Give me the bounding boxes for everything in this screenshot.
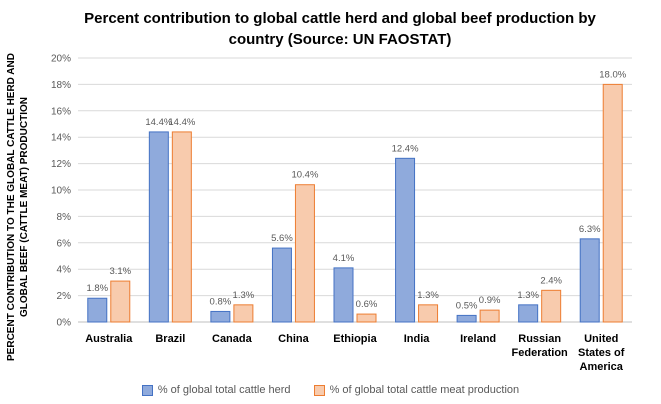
bar-meat xyxy=(356,313,377,323)
x-tick-label: Federation xyxy=(512,347,569,359)
bar-herd xyxy=(87,297,108,323)
x-tick-label: Canada xyxy=(212,333,253,345)
data-label: 0.5% xyxy=(456,300,478,311)
x-tick-label: Ethiopia xyxy=(333,333,377,345)
y-tick-label: 2% xyxy=(57,291,72,302)
x-tick-label: America xyxy=(580,361,624,373)
x-tick-label: Russian xyxy=(518,333,561,345)
x-tick-label: United xyxy=(584,333,618,345)
bar-herd xyxy=(518,304,539,323)
bar-herd xyxy=(210,310,231,323)
bar-meat xyxy=(171,131,192,323)
data-label: 3.1% xyxy=(109,266,131,277)
y-tick-label: 18% xyxy=(51,80,71,91)
legend-label-herd: % of global total cattle herd xyxy=(157,384,291,396)
x-tick-label: India xyxy=(404,333,431,345)
data-label: 1.8% xyxy=(86,283,108,294)
data-label: 0.9% xyxy=(479,295,501,306)
data-label: 6.3% xyxy=(579,224,601,235)
bar-herd xyxy=(579,238,600,323)
data-label: 14.4% xyxy=(168,117,195,128)
legend-item-meat: % of global total cattle meat production xyxy=(313,384,520,396)
y-tick-label: 4% xyxy=(57,265,72,276)
y-tick-label: 20% xyxy=(51,54,71,65)
bar-meat xyxy=(541,289,562,323)
y-tick-label: 12% xyxy=(51,159,71,170)
bar-meat xyxy=(294,184,315,323)
bar-herd xyxy=(148,131,169,323)
data-label: 5.6% xyxy=(271,233,293,244)
y-tick-label: 8% xyxy=(57,212,72,223)
data-label: 2.4% xyxy=(540,275,562,286)
bar-meat xyxy=(110,280,131,323)
bar-meat xyxy=(418,304,439,323)
y-tick-label: 10% xyxy=(51,186,71,197)
data-label: 14.4% xyxy=(145,117,172,128)
x-tick-label: Australia xyxy=(85,333,133,345)
x-tick-label: States of xyxy=(578,347,625,359)
y-tick-label: 6% xyxy=(57,238,72,249)
x-tick-label: China xyxy=(278,333,309,345)
legend: % of global total cattle herd % of globa… xyxy=(0,384,661,399)
data-label: 0.6% xyxy=(356,299,378,310)
data-label: 0.8% xyxy=(210,296,232,307)
legend-item-herd: % of global total cattle herd xyxy=(141,384,291,396)
legend-swatch-herd xyxy=(141,384,153,396)
bar-meat xyxy=(602,83,623,323)
y-tick-label: 14% xyxy=(51,133,71,144)
data-label: 12.4% xyxy=(392,143,419,154)
bar-meat xyxy=(233,304,254,323)
y-tick-label: 0% xyxy=(57,318,72,329)
y-tick-label: 16% xyxy=(51,106,71,117)
data-label: 4.1% xyxy=(333,253,355,264)
legend-swatch-meat xyxy=(313,384,325,396)
data-label: 1.3% xyxy=(233,290,255,301)
bar-herd xyxy=(456,314,477,323)
chart-title: Percent contribution to global cattle he… xyxy=(84,10,596,48)
x-tick-label: Ireland xyxy=(460,333,496,345)
bar-herd xyxy=(395,157,416,323)
legend-label-meat: % of global total cattle meat production xyxy=(329,384,520,396)
x-tick-label: Brazil xyxy=(155,333,185,345)
data-label: 10.4% xyxy=(291,170,318,181)
data-label: 1.3% xyxy=(517,290,539,301)
bar-herd xyxy=(271,247,292,323)
bar-herd xyxy=(333,267,354,323)
data-label: 1.3% xyxy=(417,290,439,301)
bar-meat xyxy=(479,309,500,323)
data-label: 18.0% xyxy=(599,69,626,80)
